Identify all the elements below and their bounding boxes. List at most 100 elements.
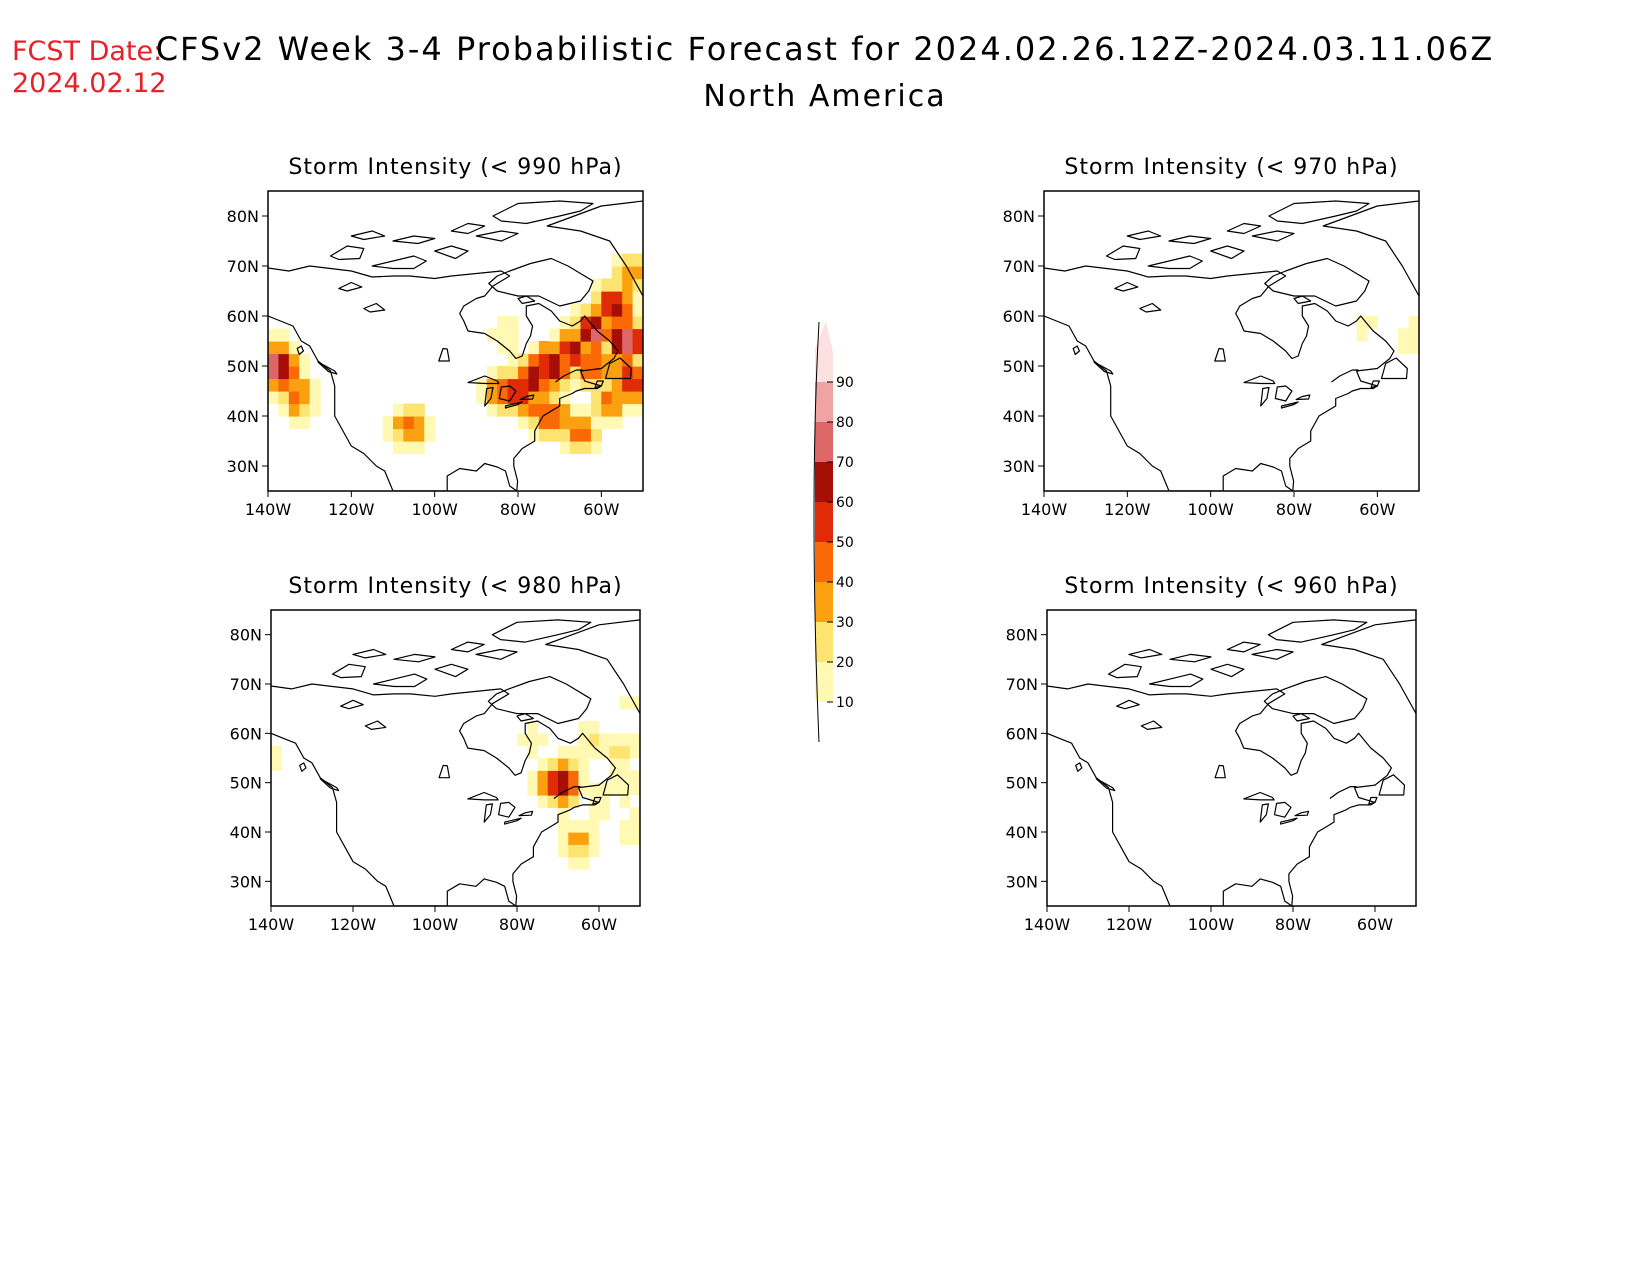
island-coast [296,345,304,356]
probability-cell [611,403,623,417]
probability-cell [486,366,498,380]
probability-cell [268,391,280,405]
lake-outline [504,401,523,409]
probability-cell [599,807,610,821]
probability-cell [288,341,300,355]
colorbar: 10 20 30 40 50 60 70 80 90 [813,321,854,743]
probability-cell [549,341,561,355]
probability-cell [1398,341,1410,355]
probability-cell [588,745,600,759]
x-tick-label: 120W [328,500,375,519]
probability-cell [549,428,561,442]
probability-cell [611,391,623,405]
lake-outline [467,791,499,801]
probability-cell [271,758,282,771]
probability-cell [580,303,592,317]
probability-cell [538,403,550,417]
probability-cell [1366,316,1378,330]
probability-cell [611,291,623,305]
probability-cell [497,378,509,392]
probability-cell [580,403,592,417]
probability-cell [476,391,488,405]
probability-cell [619,795,631,808]
probability-cell [299,366,311,380]
y-tick-label: 30N [227,457,259,476]
probability-cell [518,353,530,367]
probability-cell [268,353,280,367]
probability-cell [578,844,590,858]
probability-cell [622,391,634,405]
probability-cell [559,353,571,367]
mainland-coast [271,683,616,906]
x-tick-label: 80W [500,500,536,519]
probability-cell [507,341,519,355]
colorbar-segment [815,422,833,462]
probability-cell [527,733,539,747]
probability-cell [611,328,623,342]
y-tick-label: 60N [230,724,262,743]
island-coast [1147,255,1203,270]
x-tick-label: 60W [581,915,617,934]
probability-cell [632,353,643,367]
probability-cell [578,758,590,771]
probability-cell [580,341,592,355]
x-tick-label: 80W [1275,915,1311,934]
probability-cell [632,378,643,392]
probability-cell [518,416,530,430]
probability-cell [580,428,592,442]
y-tick-label: 80N [230,626,262,645]
map-panel: Storm Intensity (< 970 hPa) 140W 120W 100W 8… [1003,155,1420,519]
probability-cell [568,782,580,796]
probability-cell [619,832,631,845]
y-tick-label: 70N [230,675,262,694]
colorbar-segment [815,542,833,582]
probability-cell [580,416,592,430]
probability-cell [424,428,436,442]
probability-cell [537,795,549,808]
probability-cell [1408,328,1419,342]
probability-cell [278,341,290,355]
y-tick-label: 50N [230,774,262,793]
map-panel: Storm Intensity (< 990 hPa) 140W 120W 100W 8… [227,155,644,519]
colorbar-label: 10 [836,695,854,711]
x-tick-label: 140W [1024,915,1071,934]
y-tick-label: 40N [230,823,262,842]
island-coast [545,619,640,715]
probability-cell [559,366,571,380]
probability-cell [549,353,561,367]
probability-cell [559,403,571,417]
x-tick-label: 100W [412,915,459,934]
island-coast [1322,200,1419,297]
probability-cell [558,807,569,821]
lake-outline [1243,791,1275,801]
probability-cell [486,391,498,405]
probability-cell [559,341,571,355]
probability-cell [271,745,282,759]
island-coast [392,235,436,245]
colorbar-edge [813,321,820,743]
probability-cell [413,428,425,442]
probability-cell [268,378,280,392]
island-coast [475,230,519,242]
x-tick-label: 120W [330,915,377,934]
lake-outline [1274,385,1293,402]
probability-cell [268,328,280,342]
probability-cell [518,378,530,392]
probability-cell [549,416,561,430]
y-tick-label: 70N [1006,675,1038,694]
island-coast [1226,641,1261,653]
probability-cell [288,403,300,417]
probability-cell [578,733,590,747]
island-coast [1292,713,1310,722]
probability-cell [309,391,321,405]
map-frame [267,190,644,492]
probability-cell [601,303,613,317]
probability-cell [547,795,559,808]
probability-cell [558,844,569,858]
probability-cell [537,733,549,747]
probability-cell [528,416,540,430]
probability-cell [570,353,582,367]
probability-cell [413,403,425,417]
lake-outline [1280,817,1298,825]
